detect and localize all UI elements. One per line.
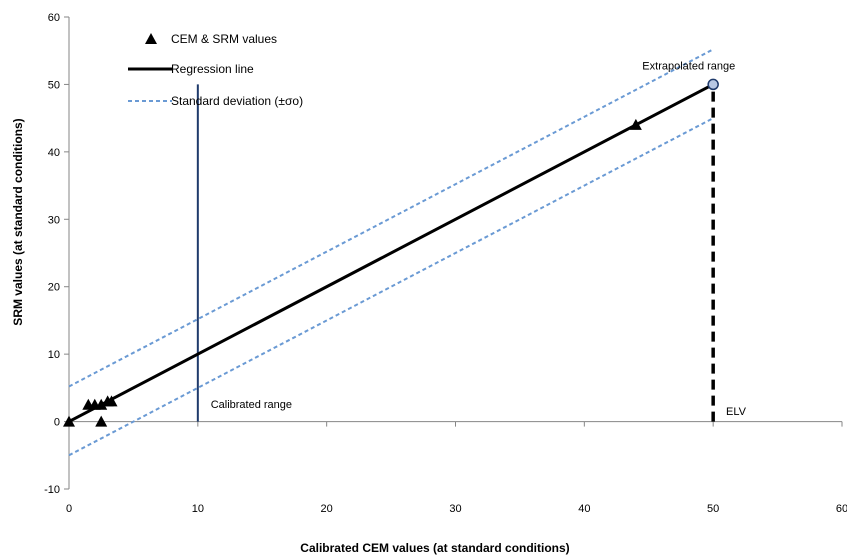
x-tick-label: 0	[66, 503, 72, 515]
legend-label-points: CEM & SRM values	[171, 32, 277, 46]
x-axis-title: Calibrated CEM values (at standard condi…	[300, 541, 569, 555]
elv-label: ELV	[726, 406, 747, 418]
data-point-triangle	[95, 415, 108, 427]
y-tick-label: 10	[48, 349, 60, 361]
data-point-triangle	[105, 395, 118, 407]
data-point-triangle	[629, 118, 642, 130]
x-tick-label: 40	[578, 503, 590, 515]
x-tick-label: 30	[449, 503, 461, 515]
x-tick-label: 10	[192, 503, 204, 515]
y-tick-label: 40	[48, 147, 60, 159]
calibrated-range-label: Calibrated range	[211, 399, 292, 411]
legend-label-regression: Regression line	[171, 62, 254, 76]
regression-line	[68, 83, 714, 423]
tick-labels: -10 0 10 20 30 40 50 60 0 10 20 30 40 50 60	[44, 12, 847, 515]
x-tick-label: 20	[321, 503, 333, 515]
legend-label-stddev: Standard deviation (±σo)	[171, 94, 303, 108]
axes	[64, 16, 843, 490]
y-tick-label: -10	[44, 484, 60, 496]
stddev-line	[68, 117, 714, 457]
extrapolated-range-label: Extrapolated range	[642, 61, 735, 73]
y-tick-label: 0	[54, 417, 60, 429]
regression-series	[68, 83, 714, 423]
extrapolated-point-marker	[707, 78, 719, 91]
data-point-triangle	[63, 415, 75, 427]
scatter-points	[63, 78, 719, 427]
x-tick-label: 60	[836, 503, 847, 515]
stddev-line	[68, 48, 714, 388]
y-tick-label: 50	[48, 79, 60, 91]
y-tick-label: 20	[48, 282, 60, 294]
annotations: Calibrated range Extrapolated range ELV	[211, 61, 747, 418]
reference-lines	[196, 84, 715, 422]
y-tick-label: 30	[48, 214, 60, 226]
standard-deviation-lines	[68, 48, 714, 457]
x-tick-label: 50	[707, 503, 719, 515]
y-tick-label: 60	[48, 12, 60, 24]
legend: CEM & SRM values Regression line Standar…	[128, 32, 303, 108]
data-point-triangle	[95, 398, 108, 410]
legend-triangle-marker	[145, 33, 157, 44]
y-axis-title: SRM values (at standard conditions)	[11, 118, 25, 325]
